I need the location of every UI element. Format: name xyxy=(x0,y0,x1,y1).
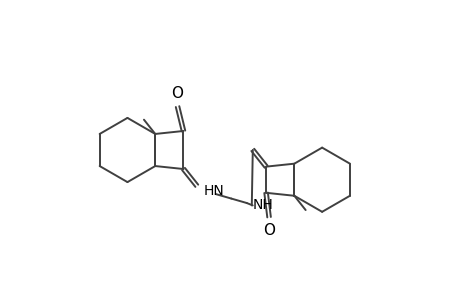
Text: O: O xyxy=(171,86,183,101)
Text: NH: NH xyxy=(252,198,273,212)
Text: O: O xyxy=(263,223,274,238)
Text: HN: HN xyxy=(203,184,224,198)
